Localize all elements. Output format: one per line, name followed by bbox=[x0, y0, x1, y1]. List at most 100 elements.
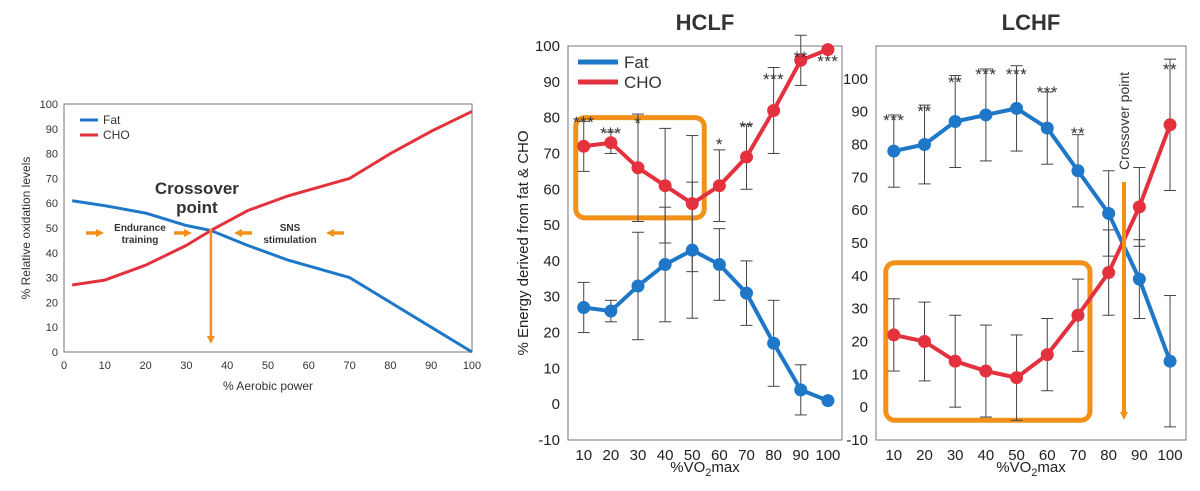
series-line-fat bbox=[583, 248, 829, 403]
data-point-cho bbox=[604, 136, 618, 150]
y-tick-label: 90 bbox=[543, 74, 560, 91]
plot-frame bbox=[567, 45, 843, 441]
data-point-cho bbox=[821, 43, 835, 57]
legend-label-cho: CHO bbox=[624, 73, 662, 92]
x-tick-label: 90 bbox=[425, 360, 437, 372]
x-tick-label: 60 bbox=[303, 360, 315, 372]
y-tick-label: 20 bbox=[543, 325, 560, 342]
panel-title: LCHF bbox=[1002, 10, 1061, 35]
y-tick-label: 20 bbox=[46, 297, 58, 309]
right-annotation-label: SNS bbox=[280, 223, 301, 234]
data-point-fat bbox=[1040, 121, 1054, 135]
data-point-fat bbox=[577, 300, 591, 314]
x-tick-label: 10 bbox=[575, 447, 592, 464]
data-point-cho bbox=[767, 103, 781, 117]
y-tick-label: 60 bbox=[851, 202, 868, 219]
x-tick-label: 20 bbox=[603, 447, 620, 464]
data-point-fat bbox=[948, 115, 962, 129]
x-tick-label: 10 bbox=[885, 447, 902, 464]
y-tick-label: 100 bbox=[40, 99, 58, 111]
plot-frame bbox=[63, 103, 473, 353]
significance-marker: ** bbox=[917, 102, 931, 121]
data-point-fat bbox=[821, 394, 835, 408]
x-tick-label: 60 bbox=[1039, 447, 1056, 464]
data-point-fat bbox=[1132, 272, 1146, 286]
data-point-fat bbox=[712, 257, 726, 271]
data-point-cho bbox=[1071, 308, 1085, 322]
significance-marker: ** bbox=[948, 73, 962, 92]
y-tick-label: -10 bbox=[846, 432, 868, 449]
significance-marker: *** bbox=[1006, 65, 1027, 84]
x-tick-label: 80 bbox=[765, 447, 782, 464]
data-point-cho bbox=[685, 197, 699, 211]
data-point-fat bbox=[685, 243, 699, 257]
data-point-cho bbox=[887, 328, 901, 342]
x-tick-label: 40 bbox=[221, 360, 233, 372]
left-annotation-label: Endurance bbox=[114, 223, 166, 234]
y-tick-label: 0 bbox=[52, 347, 58, 359]
plot-frame bbox=[875, 45, 1187, 441]
x-axis-title: %VO2max bbox=[670, 459, 740, 479]
significance-marker: *** bbox=[573, 113, 594, 132]
crossover-label: Crossover point bbox=[1116, 72, 1132, 170]
data-point-fat bbox=[1102, 206, 1116, 220]
y-tick-label: 40 bbox=[851, 268, 868, 285]
data-point-fat bbox=[767, 336, 781, 350]
x-tick-label: 90 bbox=[792, 447, 809, 464]
legend-label-fat: Fat bbox=[624, 53, 649, 72]
y-tick-label: 50 bbox=[543, 217, 560, 234]
data-point-fat bbox=[979, 108, 993, 122]
y-tick-label: 100 bbox=[843, 71, 868, 88]
y-tick-label: 70 bbox=[543, 145, 560, 162]
y-tick-label: 50 bbox=[851, 235, 868, 252]
y-tick-label: 70 bbox=[851, 169, 868, 186]
significance-marker: *** bbox=[1037, 83, 1058, 102]
crossover-title: point bbox=[176, 198, 218, 217]
series-line-fat bbox=[71, 199, 473, 354]
data-point-cho bbox=[631, 161, 645, 175]
y-tick-label: 10 bbox=[851, 366, 868, 383]
significance-marker: ** bbox=[1071, 124, 1085, 143]
data-point-fat bbox=[1163, 354, 1177, 368]
y-tick-label: 20 bbox=[851, 334, 868, 351]
data-point-cho bbox=[658, 179, 672, 193]
data-point-fat bbox=[887, 144, 901, 158]
x-tick-label: 20 bbox=[139, 360, 151, 372]
significance-marker: *** bbox=[883, 111, 904, 130]
data-point-cho bbox=[794, 53, 808, 67]
y-tick-label: 50 bbox=[46, 223, 58, 235]
y-tick-label: 30 bbox=[46, 273, 58, 285]
significance-marker: *** bbox=[975, 65, 996, 84]
significance-marker: *** bbox=[763, 70, 784, 89]
significance-marker: *** bbox=[600, 124, 621, 143]
series-line-cho bbox=[71, 110, 473, 287]
x-axis-title: % Aerobic power bbox=[223, 379, 313, 393]
crossover-title: Crossover bbox=[155, 179, 239, 198]
y-tick-label: 10 bbox=[543, 360, 560, 377]
y-tick-label: 40 bbox=[543, 253, 560, 270]
aerobic-power-chart: 0 10 20 30 40 50 60 70 80 90 100 0 10 20 30 40 50 60 70 80 9… bbox=[19, 99, 481, 393]
y-tick-label: 90 bbox=[851, 104, 868, 121]
y-tick-label: 40 bbox=[46, 248, 58, 260]
x-tick-label: 30 bbox=[180, 360, 192, 372]
data-point-cho bbox=[712, 179, 726, 193]
y-axis-title: % Relative oxidation levels bbox=[19, 157, 33, 300]
data-point-fat bbox=[658, 257, 672, 271]
data-point-cho bbox=[1102, 266, 1116, 280]
y-tick-label: 30 bbox=[851, 301, 868, 318]
y-tick-label: 10 bbox=[46, 322, 58, 334]
significance-marker: ** bbox=[739, 118, 753, 137]
data-point-cho bbox=[740, 150, 754, 164]
left-annotation-label: training bbox=[122, 235, 159, 246]
data-point-cho bbox=[917, 335, 931, 348]
series-line-cho bbox=[583, 47, 829, 206]
significance-marker: ** bbox=[794, 48, 808, 67]
data-point-fat bbox=[604, 304, 618, 318]
data-point-cho bbox=[979, 364, 993, 378]
right-annotation-label: stimulation bbox=[263, 235, 316, 246]
y-tick-label: 0 bbox=[552, 396, 560, 413]
x-tick-label: 70 bbox=[1070, 447, 1087, 464]
data-point-fat bbox=[1071, 164, 1085, 178]
x-tick-label: 30 bbox=[947, 447, 964, 464]
x-tick-label: 40 bbox=[978, 447, 995, 464]
